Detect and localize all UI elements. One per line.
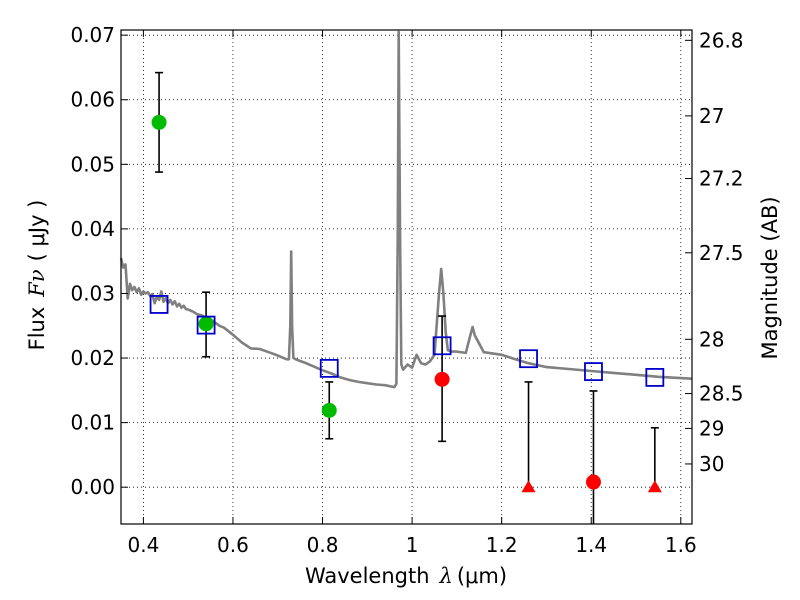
- y-tick-label: 0.05: [70, 152, 115, 176]
- model-flux-marker: [432, 336, 452, 356]
- y-tick-label: 0.01: [70, 411, 115, 435]
- y-axis-label: FluxFν( μJy ): [25, 200, 49, 351]
- mag-tick-label: 27.2: [699, 167, 744, 191]
- data-point: [151, 114, 167, 130]
- mag-tick-label: 28: [699, 327, 724, 351]
- mag-tick-label: 29: [699, 416, 724, 440]
- model-flux-marker: [584, 362, 603, 382]
- x-tick-label: 0.6: [217, 533, 249, 557]
- y-tick-label: 0.03: [70, 281, 115, 305]
- x-tick-label: 1.4: [575, 533, 607, 557]
- model-flux-marker: [645, 368, 665, 387]
- mag-tick-label: 30: [699, 452, 724, 476]
- grid: [121, 30, 692, 524]
- plot-frame: [120, 29, 693, 525]
- x-tick-label: 1.6: [665, 533, 697, 557]
- upper-limit-marker: [521, 480, 536, 493]
- data-point: [434, 371, 450, 387]
- model-flux-marker: [149, 295, 169, 314]
- y-axis-right-label: Magnitude (AB): [758, 196, 782, 359]
- y-tick-label: 0.04: [70, 217, 115, 241]
- data-point: [585, 474, 601, 490]
- mag-tick-label: 27.5: [699, 241, 744, 265]
- data-point: [198, 316, 214, 332]
- x-tick-label: 0.8: [307, 533, 339, 557]
- model-flux-marker: [519, 349, 538, 369]
- x-tick-label: 1: [406, 533, 419, 557]
- axis-ticks: 0.4 0.6 0.8 1 1.2 1.4 1.6 0.00 0.01 0.02 0.03 0.04 0…: [70, 23, 743, 557]
- x-tick-label: 1.2: [486, 533, 518, 557]
- y-tick-label: 0.02: [70, 346, 115, 370]
- model-flux-marker: [196, 315, 216, 335]
- y-tick-label: 0.06: [70, 88, 115, 112]
- x-tick-label: 0.4: [127, 533, 159, 557]
- model-flux-marker: [319, 358, 339, 378]
- y-tick-label: 0.07: [70, 23, 115, 47]
- data-marks: [149, 71, 665, 524]
- mag-tick-label: 27: [699, 104, 724, 128]
- x-axis-label: Wavelength λ (μm): [305, 564, 507, 588]
- data-point: [321, 402, 337, 418]
- mag-tick-label: 28.5: [699, 382, 744, 406]
- sed-model-line: [119, 30, 693, 389]
- mag-tick-label: 26.8: [699, 28, 744, 52]
- y-tick-label: 0.00: [70, 475, 115, 499]
- upper-limit-marker: [647, 480, 662, 493]
